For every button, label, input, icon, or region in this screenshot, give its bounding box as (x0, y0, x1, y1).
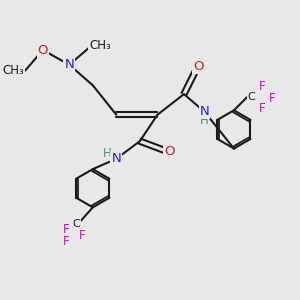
Text: N: N (64, 58, 74, 71)
Text: CH₃: CH₃ (2, 64, 24, 77)
Text: O: O (38, 44, 48, 56)
Text: F: F (63, 235, 70, 248)
Text: F: F (259, 102, 265, 115)
Text: N: N (200, 105, 209, 118)
Text: O: O (194, 60, 204, 73)
Text: F: F (269, 92, 275, 105)
Text: F: F (63, 223, 70, 236)
Text: H: H (103, 147, 111, 160)
Text: O: O (164, 145, 175, 158)
Text: F: F (259, 80, 265, 93)
Text: C: C (248, 92, 255, 102)
Text: H: H (200, 113, 208, 127)
Text: C: C (73, 218, 80, 229)
Text: N: N (111, 152, 121, 165)
Text: CH₃: CH₃ (89, 39, 111, 52)
Text: F: F (79, 229, 86, 242)
